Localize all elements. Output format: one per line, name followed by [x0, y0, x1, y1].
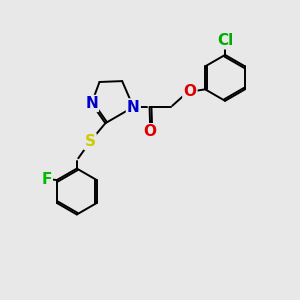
Text: N: N — [127, 100, 140, 115]
Text: F: F — [41, 172, 52, 187]
Text: N: N — [85, 96, 98, 111]
Text: O: O — [183, 84, 196, 99]
Text: O: O — [144, 124, 157, 139]
Text: Cl: Cl — [217, 33, 233, 48]
Text: S: S — [85, 134, 96, 149]
